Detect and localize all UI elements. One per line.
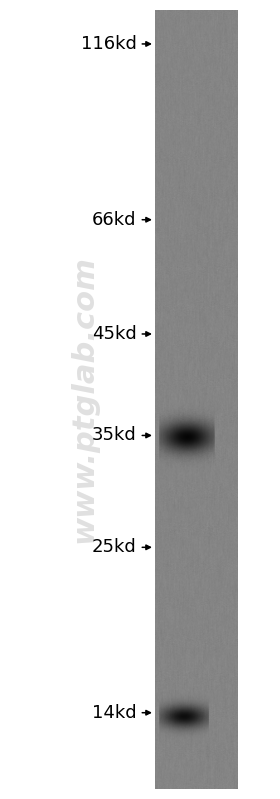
Text: 45kd: 45kd: [92, 325, 136, 343]
Text: www.ptglab.com: www.ptglab.com: [69, 256, 99, 543]
Text: 14kd: 14kd: [92, 704, 136, 721]
Text: 66kd: 66kd: [92, 211, 136, 229]
Text: 116kd: 116kd: [81, 35, 136, 53]
Text: 25kd: 25kd: [92, 539, 136, 556]
Text: 35kd: 35kd: [92, 427, 136, 444]
